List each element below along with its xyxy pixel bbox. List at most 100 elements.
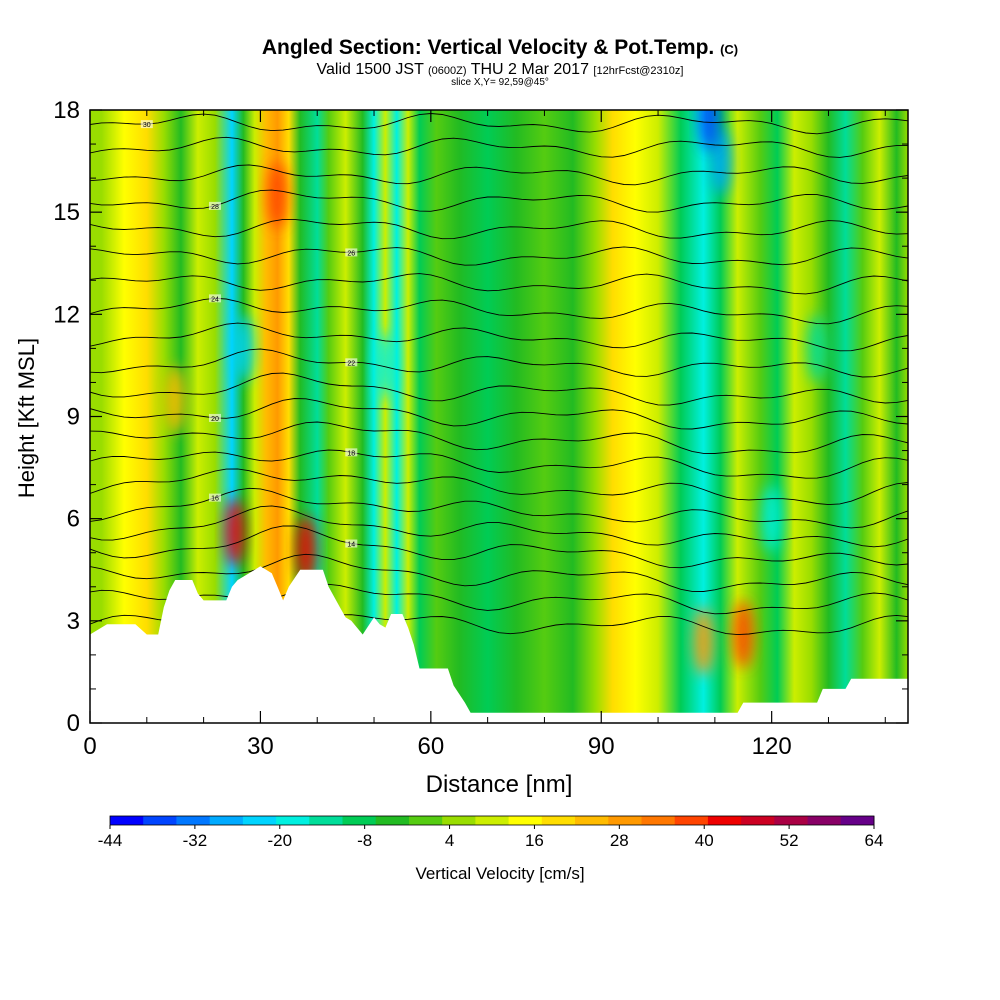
velocity-cell	[165, 365, 186, 434]
colorbar-tick-label: -8	[357, 831, 372, 850]
chart-subtitle: Valid 1500 JST (0600Z) THU 2 Mar 2017 [1…	[0, 61, 1000, 79]
plot-area: 14 16 18 20 22 24 26 28 30	[90, 110, 908, 723]
colorbar-swatch	[375, 816, 410, 825]
colorbar-swatch	[242, 816, 277, 825]
x-axis-label: Distance [nm]	[426, 771, 573, 798]
x-tick-label: 30	[247, 733, 274, 760]
isentrope-line	[90, 505, 908, 548]
velocity-cell	[710, 127, 731, 196]
y-tick-label: 18	[53, 97, 80, 124]
isentrope-line	[90, 218, 908, 240]
isentrope-label: 18	[347, 450, 355, 457]
isentrope-line	[90, 322, 908, 352]
colorbar-swatch	[409, 816, 443, 825]
colorbar-swatch	[508, 816, 543, 825]
isentrope-line	[90, 372, 908, 406]
x-tick-label: 120	[752, 733, 792, 760]
colorbar-tick-label: -32	[183, 831, 208, 850]
colorbar-label: Vertical Velocity [cm/s]	[415, 864, 585, 883]
x-tick-label: 0	[83, 733, 96, 760]
isentrope-label: 28	[211, 204, 219, 211]
y-axis-label: Height [Kft MSL]	[14, 338, 39, 498]
isentrope-line	[90, 487, 908, 529]
colorbar-swatch	[840, 816, 875, 825]
colorbar-tick-label: 64	[865, 831, 884, 850]
colorbar-tick-label: -44	[98, 831, 123, 850]
axes: 0 30 60 90 120 0 3 6 9 12 15 18	[53, 97, 908, 760]
colorbar-swatch	[342, 816, 377, 825]
velocity-cell	[761, 484, 782, 553]
isentrope-line	[90, 113, 908, 135]
isentrope-label: 14	[347, 542, 355, 549]
colorbar-tick-label: 4	[445, 831, 454, 850]
isentrope-line	[90, 553, 908, 592]
subtitle-valid: Valid 1500 JST	[316, 61, 424, 78]
subtitle-date: THU 2 Mar 2017	[470, 61, 589, 78]
x-tick-label: 90	[588, 733, 615, 760]
chart-title: Angled Section: Vertical Velocity & Pot.…	[0, 36, 1000, 60]
x-tick-label: 60	[417, 733, 444, 760]
colorbar-swatch	[442, 816, 476, 825]
subtitle-fcst: [12hrFcst@2310z]	[593, 65, 684, 77]
colorbar-tick-label: 28	[610, 831, 629, 850]
velocity-cell	[224, 498, 245, 567]
colorbar-swatch	[707, 816, 742, 825]
isentrope-label: 16	[211, 496, 219, 503]
velocity-cell	[267, 161, 288, 230]
isentrope-line	[90, 246, 908, 266]
velocity-cell	[807, 314, 828, 383]
colorbar-swatch	[209, 816, 244, 825]
colorbar-swatch	[741, 816, 775, 825]
isentrope-line	[90, 348, 908, 378]
isentrope-line	[90, 297, 908, 325]
colorbar-swatch	[309, 816, 343, 825]
colorbar-swatch	[774, 816, 808, 825]
isentrope-label: 20	[211, 416, 219, 423]
isentrope-line	[90, 164, 908, 186]
isentrope-line	[90, 421, 908, 454]
chart-title-text: Angled Section: Vertical Velocity & Pot.…	[261, 36, 715, 59]
colorbar-swatch	[475, 816, 510, 825]
isentrope-label: 26	[347, 250, 355, 257]
velocity-cell	[233, 314, 254, 383]
isentrope-line	[90, 189, 908, 213]
velocity-cell	[375, 331, 396, 400]
colorbar-swatch	[674, 816, 709, 825]
isentrope-line	[90, 273, 908, 295]
isentrope-line	[90, 583, 908, 615]
isentrope-line	[90, 525, 908, 569]
velocity-cell	[699, 110, 720, 151]
isentrope-line	[90, 398, 908, 430]
isentrope-line	[90, 468, 908, 506]
colorbar-swatch	[807, 816, 842, 825]
isentrope-label: 22	[347, 360, 355, 367]
colorbar-tick-label: -20	[268, 831, 293, 850]
isentrope-label: 24	[211, 296, 219, 303]
colorbar: -44 -32 -20 -8 4 16 28 40 52 64	[98, 815, 884, 850]
colorbar-swatch	[143, 816, 177, 825]
colorbar-swatch	[575, 816, 609, 825]
velocity-cell	[295, 515, 316, 584]
colorbar-swatch	[176, 816, 211, 825]
colorbar-swatch	[608, 816, 642, 825]
y-tick-label: 3	[67, 608, 80, 635]
isentrope-line	[90, 449, 908, 479]
colorbar-tick-label: 16	[525, 831, 544, 850]
colorbar-swatch	[541, 816, 576, 825]
colorbar-tick-label: 40	[695, 831, 714, 850]
colorbar-tick-label: 52	[780, 831, 799, 850]
velocity-cell	[693, 607, 714, 676]
subtitle-utc: (0600Z)	[428, 65, 467, 77]
y-tick-label: 9	[67, 404, 80, 431]
colorbar-swatch	[641, 816, 676, 825]
chart-title-unit: (C)	[720, 42, 739, 57]
y-tick-label: 12	[53, 301, 80, 328]
isentrope-line	[90, 136, 908, 158]
terrain	[90, 566, 908, 723]
colorbar-swatch	[110, 816, 144, 825]
colorbar-swatch	[276, 816, 310, 825]
y-tick-label: 0	[67, 710, 80, 737]
isentrope-label: 30	[143, 122, 151, 129]
y-tick-label: 6	[67, 506, 80, 533]
